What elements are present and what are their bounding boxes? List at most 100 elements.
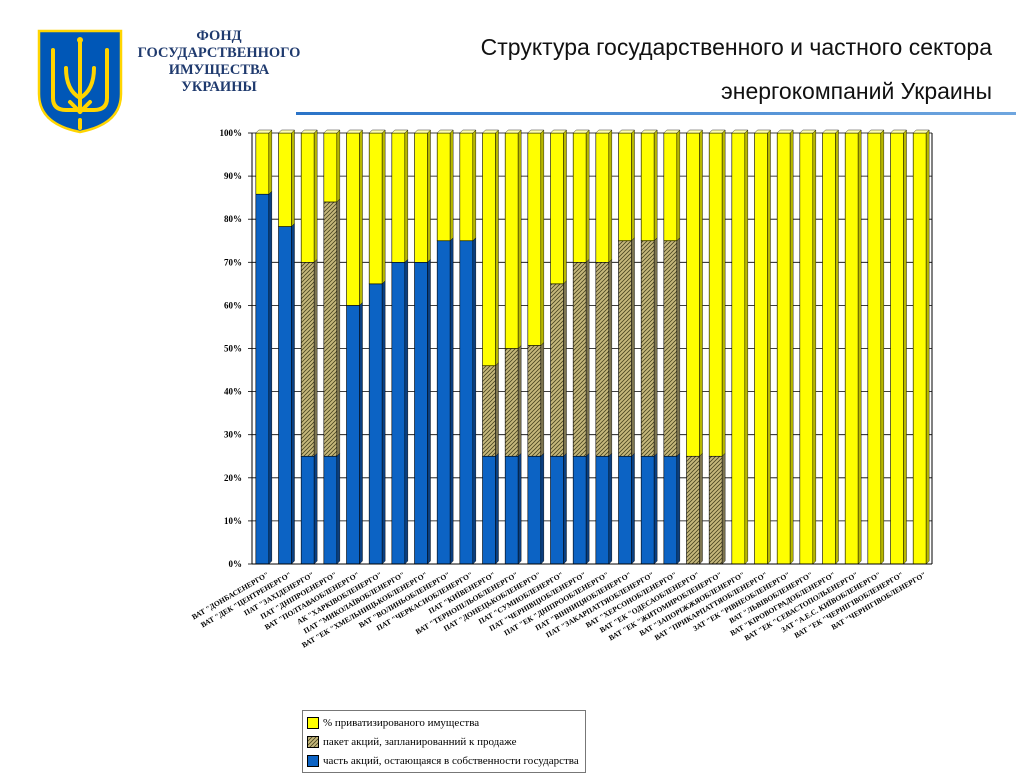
bar-cap	[912, 129, 930, 134]
bar-cap	[414, 129, 431, 134]
bar-side	[540, 342, 545, 457]
bar-segment	[640, 240, 655, 457]
bar-side	[517, 129, 522, 349]
bar-segment	[278, 132, 292, 227]
bar-cap	[663, 129, 681, 134]
bar-cap	[822, 129, 839, 134]
bar-cap	[776, 129, 794, 134]
bar-segment	[527, 132, 542, 346]
bar-side	[721, 129, 726, 457]
bar-segment	[346, 305, 360, 565]
bar-side	[359, 129, 363, 306]
bar-side	[699, 129, 703, 457]
bar-side	[336, 452, 341, 565]
bar-cap	[867, 129, 885, 134]
bar-segment	[391, 261, 406, 565]
y-tick-label: 60%	[224, 300, 242, 310]
bar-side	[631, 452, 635, 565]
bar-side	[517, 345, 522, 457]
bar-segment	[618, 132, 632, 242]
bar-segment	[731, 132, 746, 565]
bar-side	[789, 129, 794, 565]
bar-segment	[572, 132, 587, 263]
bar-side	[381, 129, 386, 285]
bar-segment	[550, 455, 564, 565]
legend-swatch-state	[307, 754, 319, 767]
legend-swatch-private	[307, 716, 319, 729]
bar-segment	[708, 132, 723, 457]
bar-side	[631, 129, 635, 242]
y-tick-labels: 0% 10% 20% 30% 40% 50% 60% 70% 80% 90% 100%	[220, 128, 243, 569]
bar-cap	[482, 129, 499, 134]
y-tick-label: 90%	[224, 171, 242, 181]
slide-title-line-2: энергокомпаний Украины	[721, 78, 992, 104]
bar-cap	[844, 129, 862, 134]
legend-item-state: часть акций, остающаяся в собственности …	[307, 751, 579, 770]
bar-side	[880, 129, 885, 565]
bar-segment	[300, 261, 315, 457]
x-tick-labels: ВАТ "ДОНБАСЕНЕРГО"ВАТ "ДЕК "ЦЕНТРЕНЕРГО"…	[190, 570, 928, 650]
bar-side	[336, 198, 341, 457]
org-line-4: УКРАИНЫ	[181, 79, 257, 95]
bar-side	[472, 237, 477, 565]
y-tick-label: 70%	[224, 257, 242, 267]
bar-side	[676, 129, 681, 242]
bar-segment	[799, 132, 814, 565]
bar-side	[404, 129, 409, 263]
bar-cap	[754, 129, 771, 134]
bar-side	[313, 452, 318, 565]
bar-side	[835, 129, 839, 565]
bar-side	[359, 301, 363, 565]
bar-side	[653, 129, 658, 242]
bar-segment	[912, 132, 927, 565]
bar-segment	[595, 132, 610, 263]
bar-segment	[459, 240, 474, 565]
bar-side	[517, 452, 522, 565]
bar-side	[427, 129, 431, 263]
y-tick-label: 80%	[224, 214, 242, 224]
bar-segment	[663, 240, 678, 457]
bar-side	[563, 280, 567, 457]
bar-segment	[595, 261, 610, 457]
bar-segment	[550, 283, 564, 457]
bar-segment	[482, 365, 496, 457]
legend-label-planned: пакет акций, запланированний к продаже	[323, 735, 517, 748]
bar-side	[381, 280, 386, 565]
bar-cap	[459, 129, 477, 134]
chart-legend: % приватизированого имущества пакет акци…	[302, 710, 586, 773]
bar-segment	[595, 455, 610, 565]
bar-segment	[368, 283, 383, 565]
bar-segment	[346, 132, 360, 306]
bar-segment	[414, 261, 428, 565]
bar-side	[608, 258, 613, 457]
organization-name: ФОНД ГОСУДАРСТВЕННОГО ИМУЩЕСТВА УКРАИНЫ	[118, 28, 320, 96]
bar-segment	[708, 455, 723, 565]
y-tick-label: 50%	[224, 344, 242, 354]
bar-cap	[300, 129, 318, 134]
bar-cap	[640, 129, 658, 134]
bar-segment	[572, 455, 587, 565]
bar-side	[495, 362, 499, 457]
bar-side	[631, 237, 635, 457]
y-tick-label: 0%	[229, 559, 243, 569]
bar-segment	[278, 226, 292, 565]
bar-side	[744, 129, 749, 565]
bar-cap	[436, 129, 454, 134]
bar-cap	[618, 129, 635, 134]
bar-segment	[754, 132, 768, 565]
bar-side	[472, 129, 477, 242]
bar-side	[427, 258, 431, 565]
slide-title-line-1: Структура государственного и частного се…	[480, 34, 992, 60]
bar-segment	[550, 132, 564, 285]
bar-side	[608, 452, 613, 565]
bar-segment	[618, 240, 632, 457]
y-tick-label: 100%	[220, 128, 243, 138]
bar-side	[268, 129, 273, 195]
legend-item-private: % приватизированого имущества	[307, 713, 579, 732]
bar-segment	[822, 132, 836, 565]
bar-segment	[300, 132, 315, 263]
bar-segment	[459, 132, 474, 242]
bar-segment	[663, 455, 678, 565]
bar-side	[291, 223, 295, 565]
bar-segment	[368, 132, 383, 285]
